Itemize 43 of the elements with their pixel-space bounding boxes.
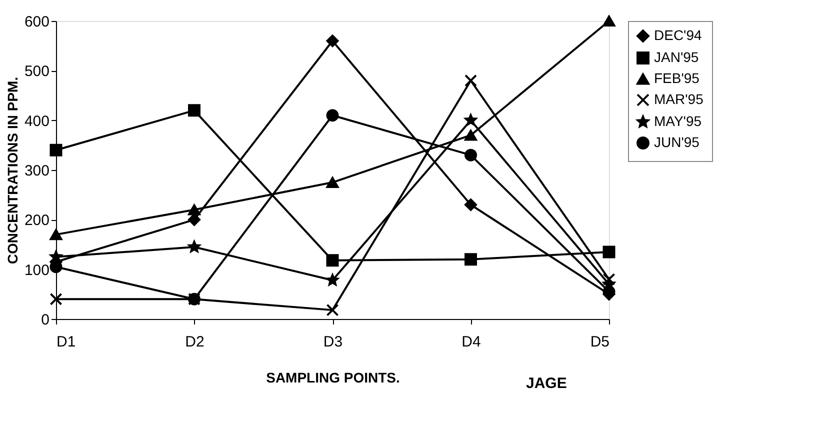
legend-label: FEB'95 <box>654 70 700 86</box>
point <box>188 104 200 117</box>
y-tick-label: 300 <box>24 162 50 180</box>
point <box>464 253 477 266</box>
legend-label: MAY'95 <box>654 113 702 129</box>
point <box>326 304 339 316</box>
point <box>464 74 477 87</box>
point <box>326 34 339 48</box>
y-tick-label: 400 <box>24 112 50 130</box>
x-tick-label: D2 <box>185 334 204 350</box>
point <box>464 148 477 162</box>
y-tick-label: 500 <box>24 63 50 80</box>
y-axis-title: CONCENTRATIONS IN PPM. <box>4 76 20 264</box>
point <box>50 292 62 306</box>
point <box>602 246 616 258</box>
point <box>602 273 616 286</box>
legend-label: MAR'95 <box>654 91 704 107</box>
y-tick-label: 200 <box>24 212 50 230</box>
point <box>326 109 339 122</box>
legend-label: JAN'95 <box>654 49 699 65</box>
text: JAGE <box>526 375 567 392</box>
point <box>326 254 339 267</box>
y-tick-label: 600 <box>24 14 50 30</box>
legend-label: JUN'95 <box>654 134 700 150</box>
point <box>602 15 616 27</box>
x-tick-label: D4 <box>462 334 481 350</box>
x-tick-label: D1 <box>56 334 76 350</box>
y-tick-label: 0 <box>41 312 50 328</box>
point <box>464 130 477 141</box>
point <box>602 285 616 298</box>
point <box>326 176 339 188</box>
point <box>464 198 477 212</box>
point <box>50 144 62 156</box>
y-tick-label: 100 <box>24 262 50 279</box>
point <box>464 114 477 126</box>
legend-label: DEC'94 <box>654 27 702 43</box>
point <box>326 274 338 286</box>
point <box>50 229 62 240</box>
x-tick-label: D5 <box>590 334 610 350</box>
point <box>188 204 200 216</box>
x-axis-title: SAMPLING POINTS. <box>266 370 400 386</box>
x-tick-label: D3 <box>323 334 343 350</box>
point <box>188 240 200 252</box>
